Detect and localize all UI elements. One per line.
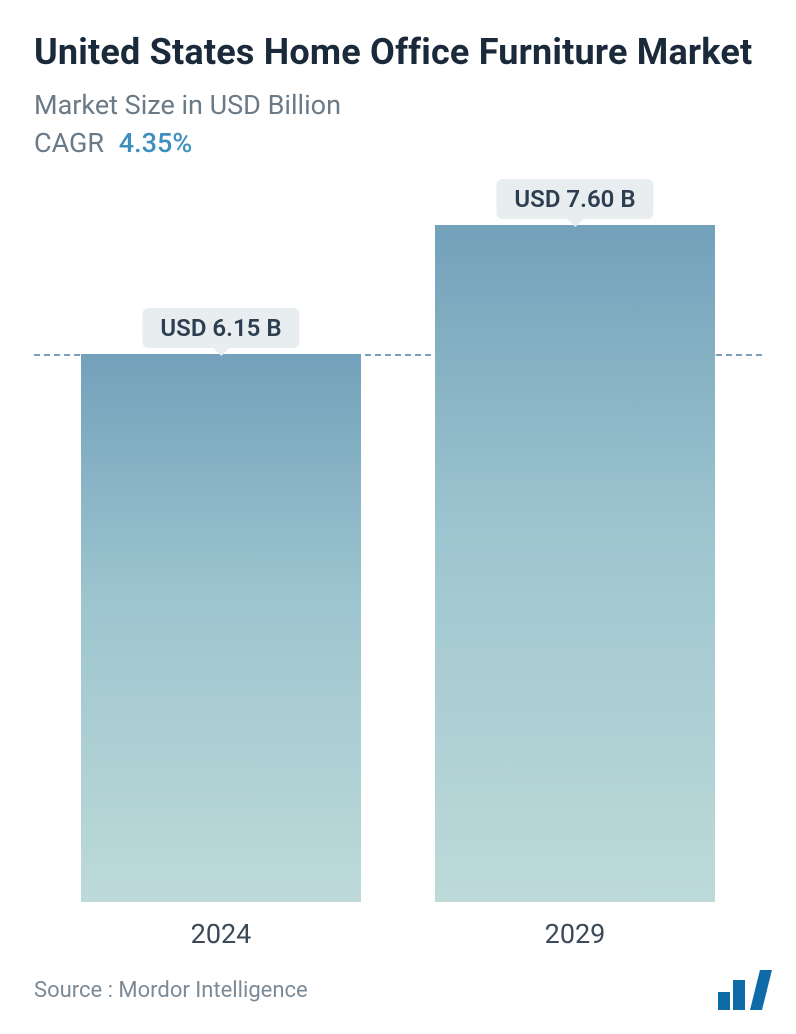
mordor-logo-icon	[718, 970, 762, 1010]
chart-plot-area: USD 6.15 B USD 7.60 B 2024 2029	[34, 189, 762, 958]
bar-2029: USD 7.60 B	[435, 225, 715, 902]
market-chart-card: United States Home Office Furniture Mark…	[0, 0, 796, 1034]
cagr-value: 4.35%	[119, 127, 192, 159]
bars-container: USD 6.15 B USD 7.60 B	[34, 189, 762, 902]
value-pill: USD 6.15 B	[142, 308, 299, 348]
cagr-label: CAGR	[34, 127, 104, 159]
x-axis-labels: 2024 2029	[34, 918, 762, 950]
cagr-row: CAGR 4.35%	[34, 127, 762, 159]
bar-column: USD 6.15 B	[81, 354, 361, 902]
chart-subtitle: Market Size in USD Billion	[34, 89, 762, 121]
bar-2024: USD 6.15 B	[81, 354, 361, 902]
x-label: 2024	[81, 918, 361, 950]
x-label: 2029	[435, 918, 715, 950]
source-text: Source : Mordor Intelligence	[34, 978, 308, 1003]
value-pill: USD 7.60 B	[496, 179, 653, 219]
chart-footer: Source : Mordor Intelligence	[34, 958, 762, 1014]
chart-title: United States Home Office Furniture Mark…	[34, 30, 762, 75]
bar-column: USD 7.60 B	[435, 225, 715, 902]
